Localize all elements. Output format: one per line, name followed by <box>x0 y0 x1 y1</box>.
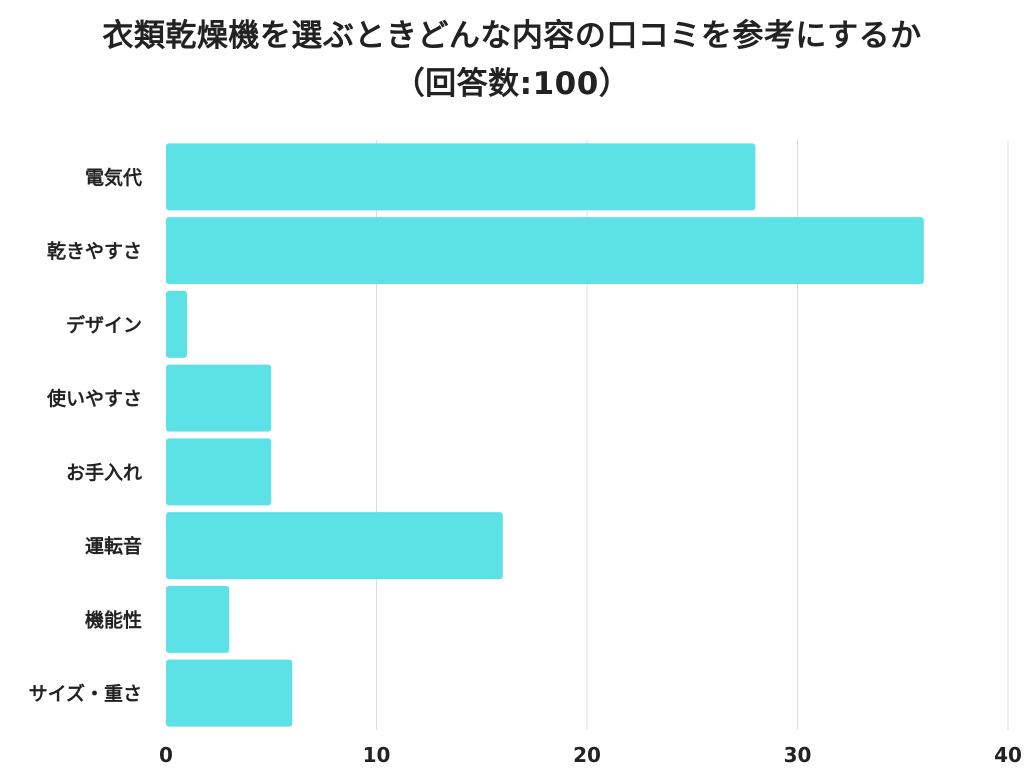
category-label: 電気代 <box>85 166 142 189</box>
chart-title: 衣類乾燥機を選ぶときどんな内容の口コミを参考にするか <box>102 18 922 54</box>
bar-4 <box>166 438 272 506</box>
category-label: 機能性 <box>85 608 142 631</box>
x-tick-label: 20 <box>573 743 601 767</box>
bar-3 <box>166 364 272 432</box>
category-label: 運転音 <box>85 535 142 558</box>
category-label: デザイン <box>66 313 142 336</box>
bar-0 <box>166 143 756 211</box>
category-label: サイズ・重さ <box>29 682 142 705</box>
bar-7 <box>166 659 293 727</box>
category-label: 使いやすさ <box>46 388 142 410</box>
category-label: お手入れ <box>66 461 142 484</box>
chart-title-block: 衣類乾燥機を選ぶときどんな内容の口コミを参考にするか （回答数:100） <box>0 12 1024 108</box>
x-tick-label: 0 <box>159 743 173 767</box>
chart-subtitle: （回答数:100） <box>393 66 631 102</box>
bar-6 <box>166 585 230 653</box>
category-label: 乾きやすさ <box>47 240 142 263</box>
bar-1 <box>166 217 924 285</box>
bars <box>166 143 924 727</box>
x-tick-label: 40 <box>994 743 1022 767</box>
bar-2 <box>166 290 188 358</box>
x-tick-label: 10 <box>363 743 391 767</box>
bar-5 <box>166 512 503 580</box>
x-axis-ticks: 0 10 20 30 40 <box>159 743 1022 767</box>
x-tick-label: 30 <box>784 743 812 767</box>
